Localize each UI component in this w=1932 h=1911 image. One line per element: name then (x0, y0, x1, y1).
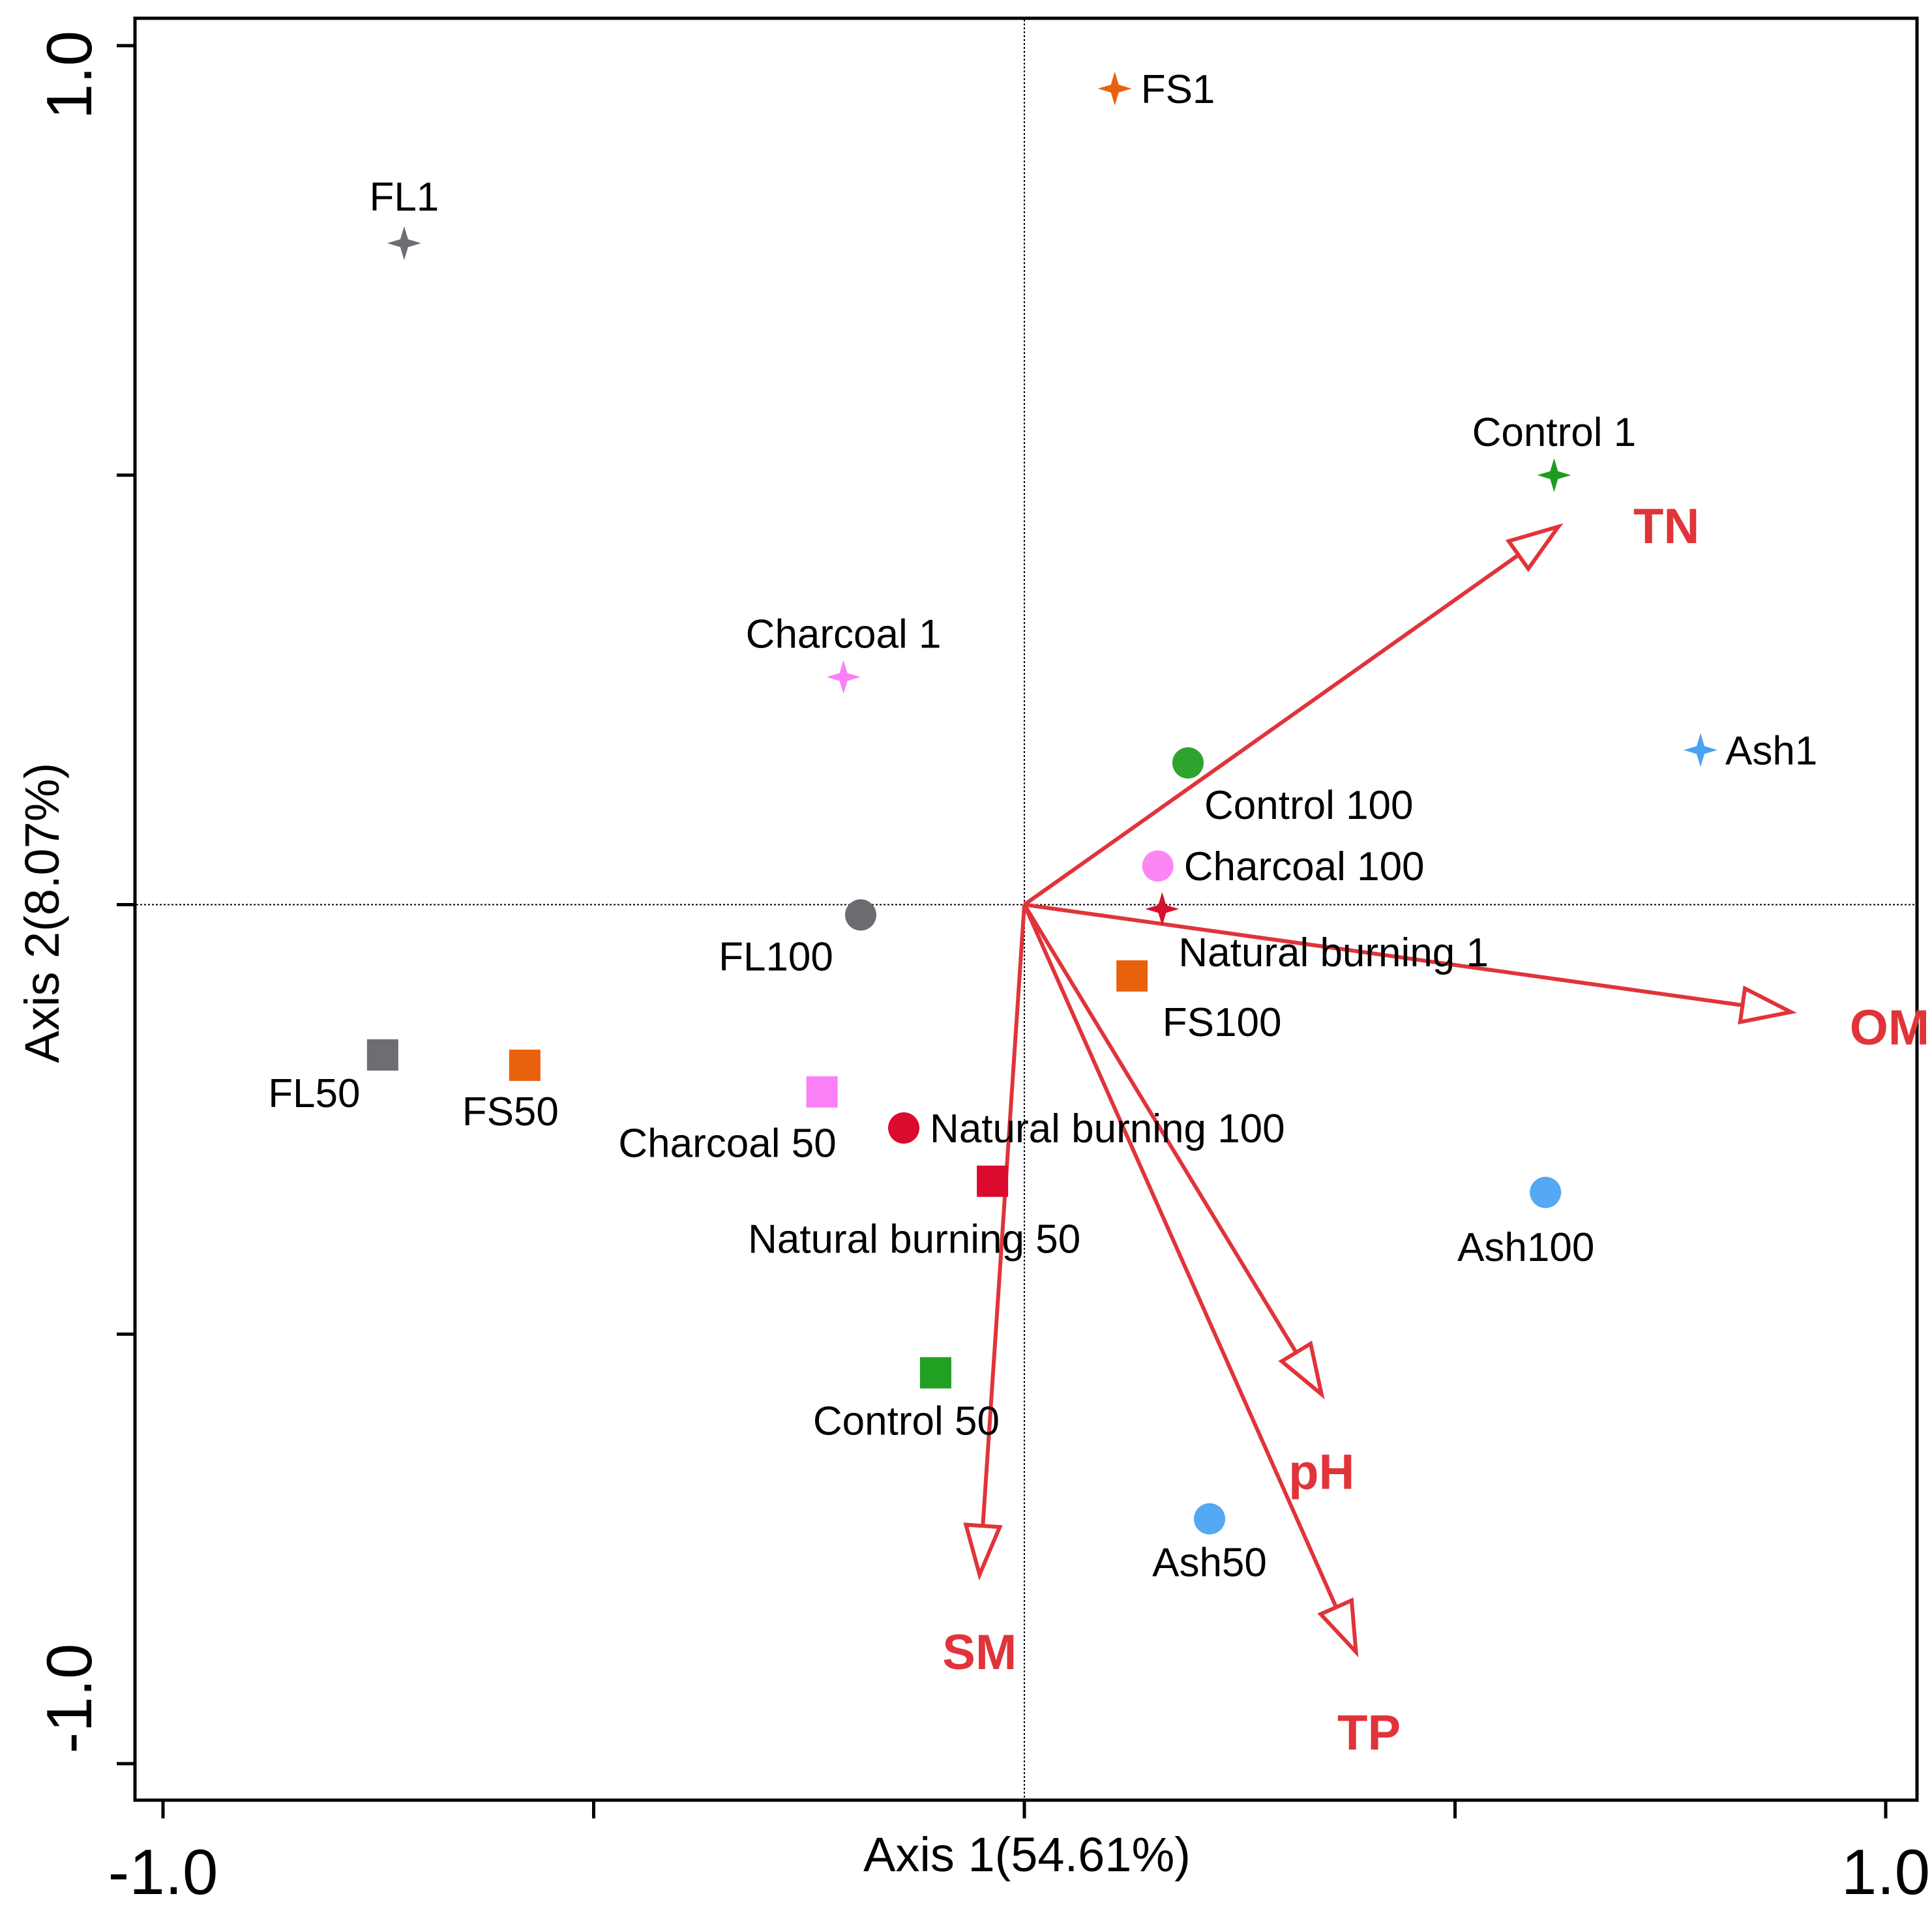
point-control-50 (919, 1357, 951, 1389)
arrow-ph-shaft (1022, 903, 1298, 1354)
point-ash1 (1683, 733, 1717, 767)
point-label-natural-burning-50: Natural burning 50 (748, 1217, 1080, 1262)
point-charcoal-1 (826, 660, 861, 694)
point-label-fl1: FL1 (369, 175, 439, 220)
axis-ticks (117, 44, 1888, 1818)
point-label-control-1: Control 1 (1472, 410, 1637, 455)
y-tick-label-max: 1.0 (33, 31, 105, 119)
point-fs50 (509, 1049, 541, 1081)
point-label-charcoal-100: Charcoal 100 (1184, 844, 1425, 889)
point-label-charcoal-1: Charcoal 1 (746, 612, 942, 657)
x-tick-label-min: -1.0 (108, 1836, 218, 1908)
point-label-natural-burning-100: Natural burning 100 (930, 1106, 1285, 1151)
sample-points: FS1 FL1 Control 1 Charcoal 1 Ash1 Natural bur… (268, 67, 1817, 1586)
point-label-ash1: Ash1 (1725, 728, 1817, 773)
point-label-ash50: Ash50 (1152, 1541, 1267, 1586)
arrow-label-ph: pH (1288, 1444, 1354, 1500)
arrow-sm-head (963, 1522, 1003, 1581)
point-natural-burning-50 (977, 1165, 1009, 1197)
arrow-label-sm: SM (942, 1625, 1017, 1680)
arrow-om-head (1738, 985, 1797, 1025)
point-label-ash100: Ash100 (1457, 1225, 1594, 1270)
point-label-natural-burning-1: Natural burning 1 (1178, 930, 1489, 975)
arrow-tn-head (1505, 523, 1564, 572)
arrow-ph-head (1278, 1341, 1325, 1400)
point-natural-burning-100 (888, 1112, 920, 1144)
point-charcoal-50 (806, 1076, 838, 1108)
point-label-fl100: FL100 (719, 934, 833, 979)
point-natural-burning-1 (1145, 892, 1180, 926)
arrow-label-tn: TN (1633, 499, 1699, 554)
arrow-tn-shaft (1023, 553, 1520, 906)
point-charcoal-100 (1142, 850, 1174, 882)
point-control-100 (1172, 747, 1204, 779)
point-label-control-50: Control 50 (813, 1399, 1000, 1444)
point-label-charcoal-50: Charcoal 50 (618, 1121, 836, 1166)
point-label-fl50: FL50 (268, 1071, 360, 1116)
point-control-1 (1537, 458, 1571, 492)
axis-labels: -1.0 1.0 1.0 -1.0 Axis 1(54.61%) Axis 2(… (15, 31, 1930, 1908)
point-label-fs1: FS1 (1141, 67, 1215, 112)
point-fs1 (1097, 71, 1132, 106)
point-fs100 (1116, 960, 1148, 992)
x-axis-title: Axis 1(54.61%) (863, 1828, 1191, 1882)
arrow-sm-shaft (981, 904, 1026, 1526)
point-fl1 (387, 226, 421, 261)
point-ash100 (1530, 1176, 1562, 1208)
point-fl100 (845, 899, 877, 931)
y-tick-label-min: -1.0 (33, 1644, 105, 1754)
point-label-fs100: FS100 (1163, 1000, 1282, 1045)
point-ash50 (1194, 1503, 1226, 1535)
point-label-control-100: Control 100 (1204, 783, 1414, 828)
arrow-tp-shaft (1022, 904, 1338, 1608)
arrow-om-shaft (1024, 902, 1743, 1007)
x-tick-label-max: 1.0 (1841, 1836, 1930, 1908)
arrow-tp-head (1317, 1597, 1359, 1658)
environmental-arrows: TN OM pH TP SM (942, 499, 1929, 1761)
arrow-label-om: OM (1850, 1000, 1929, 1056)
point-label-fs50: FS50 (462, 1089, 559, 1134)
arrow-label-tp: TP (1337, 1706, 1401, 1761)
y-axis-title: Axis 2(8.07%) (15, 763, 69, 1063)
point-fl50 (366, 1039, 398, 1071)
